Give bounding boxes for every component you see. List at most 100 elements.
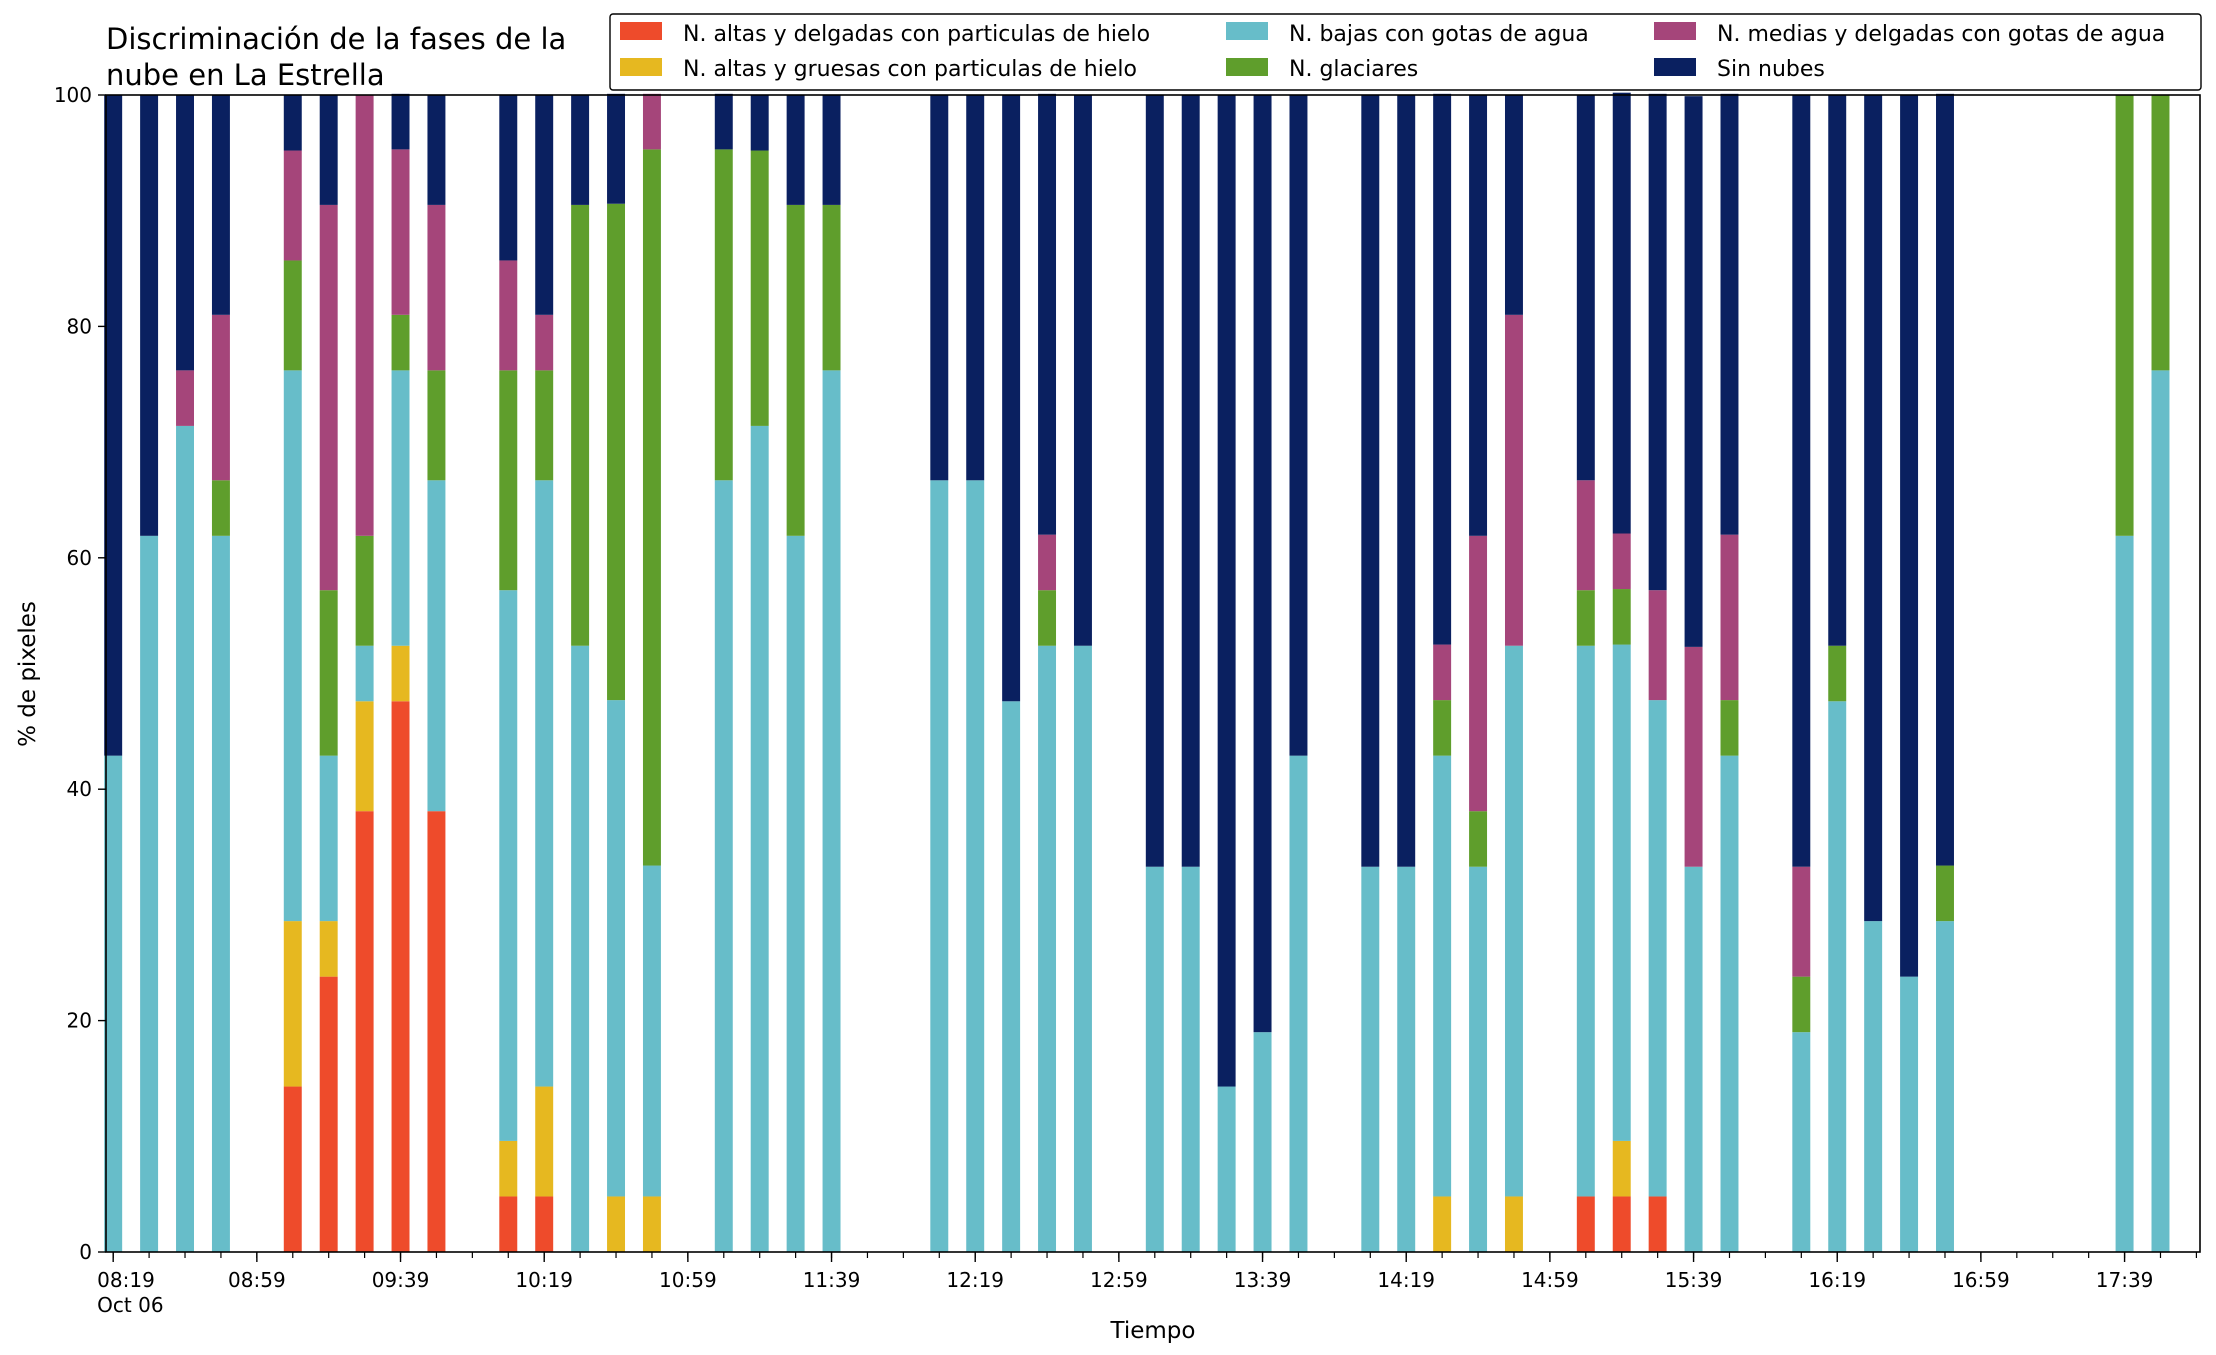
legend-swatch-sin-nubes [1654, 58, 1696, 76]
bar-1229-sin-nubes [1002, 95, 1021, 702]
bar-0939-n-altas-y-delgadas-con-particulas-de-hielo [391, 701, 410, 1252]
x-tick-label: 15:39 [1665, 1268, 1723, 1292]
bar-0929-n-altas-y-delgadas-con-particulas-de-hielo [355, 811, 374, 1252]
bar-1219-n-bajas-con-gotas-de-agua [966, 480, 985, 1252]
bar-1249-sin-nubes [1073, 95, 1092, 646]
bar-1009-sin-nubes [499, 95, 518, 261]
bar-1439-n-medias-y-delgadas-con-gotas-de-agua [1469, 535, 1488, 812]
bar-1649-n-bajas-con-gotas-de-agua [1936, 921, 1954, 1252]
bar-1649-n-glaciares [1936, 865, 1954, 922]
bar-1519-sin-nubes [1612, 92, 1631, 534]
bar-1249-n-bajas-con-gotas-de-agua [1073, 645, 1092, 1252]
bar-1449-n-bajas-con-gotas-de-agua [1504, 645, 1523, 1197]
bar-1509-n-bajas-con-gotas-de-agua [1576, 645, 1595, 1197]
bar-0849-n-glaciares [211, 480, 230, 536]
bar-0919-n-altas-y-delgadas-con-particulas-de-hielo [319, 976, 338, 1252]
bar-1329-sin-nubes [1217, 95, 1236, 1087]
bar-1349-n-bajas-con-gotas-de-agua [1289, 755, 1308, 1252]
bar-0909-n-altas-y-gruesas-con-particulas-de-hielo [283, 921, 302, 1087]
x-tick-label: 17:39 [2096, 1268, 2154, 1292]
bar-1139-n-glaciares [822, 204, 841, 371]
bar-1449-sin-nubes [1504, 95, 1523, 315]
bar-1639-sin-nubes [1900, 95, 1919, 977]
bar-0849-sin-nubes [211, 95, 230, 315]
bar-1029-n-bajas-con-gotas-de-agua [571, 645, 590, 1252]
bar-1609-sin-nubes [1792, 95, 1811, 867]
bar-1049-n-glaciares [642, 149, 661, 866]
bar-1039-n-altas-y-gruesas-con-particulas-de-hielo [607, 1196, 626, 1252]
bar-1649-sin-nubes [1936, 93, 1954, 866]
bar-0949-n-bajas-con-gotas-de-agua [427, 480, 446, 812]
bar-1029-sin-nubes [571, 95, 590, 205]
bar-1119-n-bajas-con-gotas-de-agua [750, 425, 769, 1252]
bar-1739-n-bajas-con-gotas-de-agua [2115, 535, 2134, 1252]
bar-1509-n-medias-y-delgadas-con-gotas-de-agua [1576, 480, 1595, 591]
bar-0829-sin-nubes [140, 95, 159, 536]
y-axis: 0 20 40 60 80 100 [54, 83, 106, 1264]
bar-1429-n-altas-y-gruesas-con-particulas-de-hielo [1433, 1196, 1452, 1252]
legend-label-medias: N. medias y delgadas con gotas de agua [1717, 22, 2165, 47]
bar-1239-n-bajas-con-gotas-de-agua [1038, 645, 1057, 1252]
bar-1619-n-bajas-con-gotas-de-agua [1828, 701, 1847, 1252]
bar-0849-n-bajas-con-gotas-de-agua [211, 535, 230, 1252]
bar-1039-sin-nubes [607, 93, 626, 204]
bar-0939-n-glaciares [391, 314, 410, 371]
bar-1009-n-altas-y-delgadas-con-particulas-de-hielo [499, 1196, 518, 1252]
bar-1209-sin-nubes [930, 95, 949, 481]
bar-1129-n-glaciares [786, 204, 805, 536]
bar-1539-n-medias-y-delgadas-con-gotas-de-agua [1684, 646, 1703, 867]
bar-1429-n-bajas-con-gotas-de-agua [1433, 755, 1452, 1197]
bar-1329-n-bajas-con-gotas-de-agua [1217, 1086, 1236, 1252]
bar-1529-n-altas-y-delgadas-con-particulas-de-hielo [1648, 1196, 1667, 1252]
bar-1049-n-bajas-con-gotas-de-agua [642, 865, 661, 1197]
legend-label-bajas: N. bajas con gotas de agua [1289, 22, 1589, 47]
bar-1009-n-glaciares [499, 370, 518, 591]
bar-0829-n-bajas-con-gotas-de-agua [140, 535, 159, 1252]
x-tick-label: 12:59 [1090, 1268, 1148, 1292]
bar-1549-n-glaciares [1720, 700, 1739, 756]
legend-label-altas-delgadas: N. altas y delgadas con particulas de hi… [683, 22, 1150, 47]
bar-1739-n-glaciares [2115, 95, 2134, 536]
bar-1109-n-glaciares [714, 149, 733, 481]
x-tick-label: 08:59 [228, 1268, 286, 1292]
x-tick-label: 10:19 [515, 1268, 573, 1292]
x-tick-label: 16:19 [1808, 1268, 1866, 1292]
bar-1319-sin-nubes [1181, 95, 1200, 867]
x-axis-label: Tiempo [1110, 1318, 1196, 1344]
bar-1749-n-bajas-con-gotas-de-agua [2151, 370, 2170, 1252]
x-tick-label: 14:59 [1521, 1268, 1579, 1292]
y-tick-label: 0 [79, 1240, 92, 1264]
bar-1519-n-altas-y-delgadas-con-particulas-de-hielo [1612, 1196, 1631, 1252]
bar-0819-sin-nubes [104, 95, 123, 756]
bar-0919-n-medias-y-delgadas-con-gotas-de-agua [319, 204, 338, 591]
x-tick-label: 09:39 [372, 1268, 430, 1292]
bar-1239-n-glaciares [1038, 590, 1057, 646]
legend-box [609, 13, 2202, 91]
legend-swatch-medias [1654, 22, 1696, 40]
bar-0939-sin-nubes [391, 93, 410, 150]
bar-1129-sin-nubes [786, 95, 805, 205]
bar-1519-n-medias-y-delgadas-con-gotas-de-agua [1612, 533, 1631, 590]
bar-0909-n-medias-y-delgadas-con-gotas-de-agua [283, 150, 302, 261]
bar-1219-sin-nubes [966, 95, 985, 481]
y-tick-label: 80 [67, 314, 92, 338]
bar-0909-n-glaciares [283, 260, 302, 371]
bar-1509-n-altas-y-delgadas-con-particulas-de-hielo [1576, 1196, 1595, 1252]
bar-1209-n-bajas-con-gotas-de-agua [930, 480, 949, 1252]
legend-label-altas-gruesas: N. altas y gruesas con particulas de hie… [683, 57, 1137, 82]
bar-0929-n-medias-y-delgadas-con-gotas-de-agua [355, 95, 374, 536]
bars-layer [104, 92, 2170, 1252]
bar-1539-sin-nubes [1684, 96, 1703, 647]
y-tick-label: 40 [67, 777, 92, 801]
bar-1109-sin-nubes [714, 93, 733, 150]
plot-frame [105, 94, 2201, 1253]
chart-title-line-1: Discriminación de la fases de la [106, 22, 566, 56]
bar-0909-n-bajas-con-gotas-de-agua [283, 370, 302, 922]
legend-label-sin-nubes: Sin nubes [1717, 57, 1825, 82]
legend-label-glaciares: N. glaciares [1289, 57, 1418, 82]
bar-1019-n-glaciares [535, 370, 554, 481]
bar-1109-n-bajas-con-gotas-de-agua [714, 480, 733, 1252]
bar-1309-sin-nubes [1145, 95, 1164, 867]
bar-1439-n-glaciares [1469, 811, 1488, 867]
bar-0919-n-altas-y-gruesas-con-particulas-de-hielo [319, 921, 338, 977]
